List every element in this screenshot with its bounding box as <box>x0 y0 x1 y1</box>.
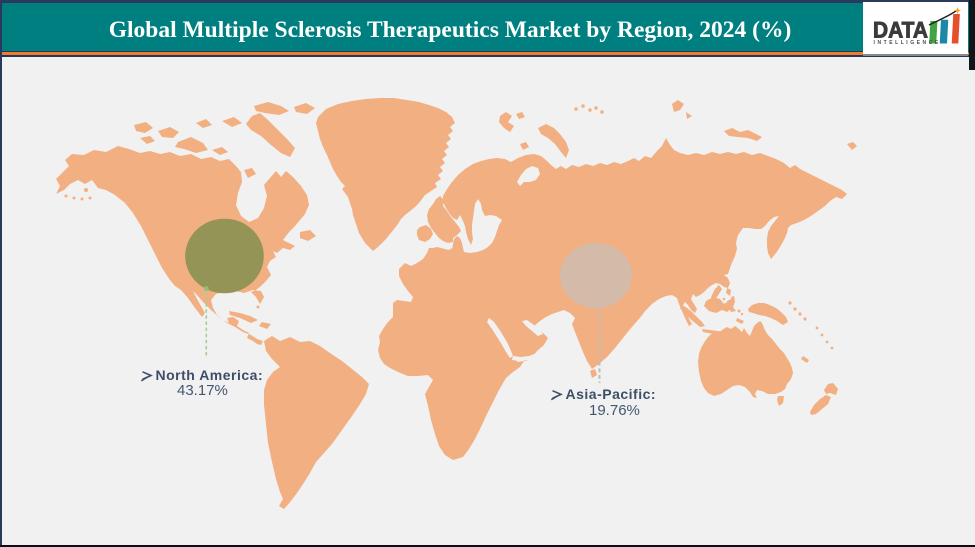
svg-text:INTELLIGENCE: INTELLIGENCE <box>874 40 941 46</box>
svg-text:DATA: DATA <box>873 18 928 43</box>
